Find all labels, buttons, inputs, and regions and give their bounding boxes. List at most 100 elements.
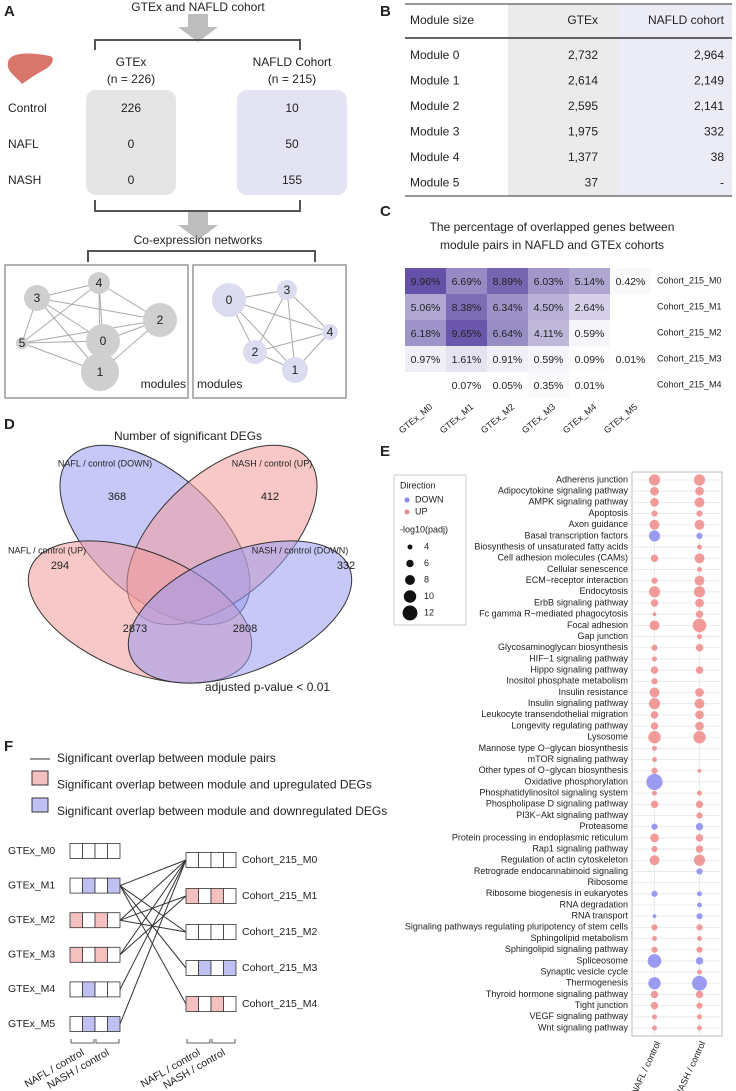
table-cell: 2,732 bbox=[568, 48, 598, 62]
bracket bbox=[70, 1039, 95, 1044]
cell-label: 9.65% bbox=[452, 328, 482, 340]
group-box bbox=[237, 90, 347, 195]
cell-label: 6.18% bbox=[411, 328, 441, 340]
module-label: Cohort_215_M0 bbox=[242, 854, 317, 866]
dot bbox=[651, 510, 658, 517]
y-tick-label: Axon guidance bbox=[568, 519, 628, 529]
dot bbox=[652, 745, 657, 751]
y-tick-label: Mannose type O−glycan biosynthesis bbox=[479, 743, 629, 753]
x-tick-label: GTEx_M0 bbox=[397, 402, 434, 436]
cell-label: 5.14% bbox=[575, 276, 605, 288]
dot bbox=[696, 924, 703, 931]
network-node bbox=[88, 272, 110, 294]
cell-label: 0.07% bbox=[452, 380, 482, 392]
row-label: Cohort_215_M4 bbox=[657, 379, 722, 389]
dot bbox=[697, 969, 702, 975]
dot bbox=[695, 486, 704, 496]
y-tick-label: Sphingolipid signaling pathway bbox=[505, 944, 629, 954]
module-box bbox=[82, 981, 96, 998]
table-cell: 2,614 bbox=[568, 74, 598, 88]
bracket bbox=[95, 1039, 120, 1044]
heat-cell bbox=[405, 320, 446, 346]
y-tick-label: Protein processing in endoplasmic reticu… bbox=[452, 832, 628, 842]
dot bbox=[697, 902, 702, 908]
dot bbox=[650, 1001, 659, 1010]
dot bbox=[695, 990, 704, 999]
dot bbox=[697, 544, 702, 550]
network-node bbox=[81, 353, 119, 391]
module-box bbox=[210, 960, 224, 976]
network-node bbox=[322, 324, 338, 340]
heat-cell bbox=[405, 294, 446, 320]
dot bbox=[652, 936, 657, 942]
size-key bbox=[405, 575, 415, 585]
venn-count: 368 bbox=[108, 491, 126, 503]
y-tick-label: Signaling pathways regulating pluripoten… bbox=[405, 922, 629, 932]
venn-title: Number of significant DEGs bbox=[114, 429, 262, 443]
dot bbox=[696, 510, 703, 517]
y-tick-label: ErbB signaling pathway bbox=[534, 597, 629, 607]
legend-label: Significant overlap between module and d… bbox=[57, 804, 387, 818]
module-box bbox=[223, 924, 237, 940]
module-box bbox=[198, 888, 212, 904]
y-tick-label: Longevity regulating pathway bbox=[511, 720, 628, 730]
y-tick-label: ECM−receptor interaction bbox=[526, 575, 628, 585]
dot bbox=[652, 612, 657, 617]
dot bbox=[651, 845, 658, 853]
network-node bbox=[24, 285, 50, 311]
node-label: 2 bbox=[252, 345, 259, 359]
y-tick-label: Lysosome bbox=[587, 732, 628, 742]
y-tick-label: Fc gamma R−mediated phagocytosis bbox=[479, 609, 628, 619]
module-box bbox=[107, 912, 121, 929]
y-tick-label: Phospholipase D signaling pathway bbox=[486, 799, 629, 809]
group-box bbox=[86, 90, 176, 195]
y-tick-label: Spliceosome bbox=[576, 955, 628, 965]
network-title: Co-expression networks bbox=[134, 233, 263, 247]
module-box bbox=[69, 946, 83, 963]
module-box bbox=[198, 996, 212, 1012]
cell-label: 0.91% bbox=[493, 354, 523, 366]
y-tick-label: Thyroid hormone signaling pathway bbox=[486, 989, 629, 999]
network-node bbox=[243, 340, 267, 364]
dot bbox=[695, 710, 704, 720]
y-tick-label: Ribosome bbox=[587, 877, 628, 887]
legend-key bbox=[31, 797, 49, 813]
column-shade bbox=[508, 4, 618, 196]
dot bbox=[651, 767, 658, 774]
module-link bbox=[119, 859, 187, 887]
dot bbox=[696, 532, 703, 540]
y-tick-label: VEGF signaling pathway bbox=[529, 1011, 628, 1021]
heat-cell bbox=[446, 294, 487, 320]
y-tick-label: PI3K−Akt signaling pathway bbox=[516, 810, 628, 820]
heat-cell bbox=[528, 346, 569, 372]
count: 10 bbox=[285, 101, 299, 115]
dot bbox=[651, 678, 658, 685]
module-box bbox=[107, 946, 121, 963]
table-cell: Module 1 bbox=[410, 74, 460, 88]
module-link bbox=[119, 859, 187, 990]
y-tick-label: Thermogenesis bbox=[566, 978, 629, 988]
table-cell: - bbox=[720, 176, 724, 190]
module-box bbox=[94, 946, 108, 963]
chart-title: module pairs in NAFLD and GTEx cohorts bbox=[440, 238, 664, 252]
table-cell: 1,975 bbox=[568, 125, 598, 139]
dot bbox=[697, 1025, 702, 1031]
heat-cell bbox=[487, 320, 528, 346]
table-cell: 2,595 bbox=[568, 99, 598, 113]
module-box bbox=[94, 1016, 108, 1032]
heat-cell bbox=[528, 294, 569, 320]
cell-label: 9.96% bbox=[411, 276, 441, 288]
module-box bbox=[82, 1016, 96, 1032]
module-box bbox=[69, 981, 83, 998]
arrow bbox=[178, 212, 218, 240]
network-label: modules bbox=[197, 377, 242, 391]
column-n: (n = 226) bbox=[107, 72, 155, 86]
heat-cell bbox=[610, 346, 651, 372]
cell-label: 5.06% bbox=[411, 302, 441, 314]
y-tick-label: Ribosome biogenesis in eukaryotes bbox=[486, 888, 629, 898]
module-box bbox=[94, 981, 108, 998]
legend-label: 8 bbox=[424, 574, 429, 584]
module-box bbox=[185, 996, 199, 1012]
venn-count: 2873 bbox=[123, 623, 147, 635]
module-label: Cohort_215_M4 bbox=[242, 998, 317, 1010]
